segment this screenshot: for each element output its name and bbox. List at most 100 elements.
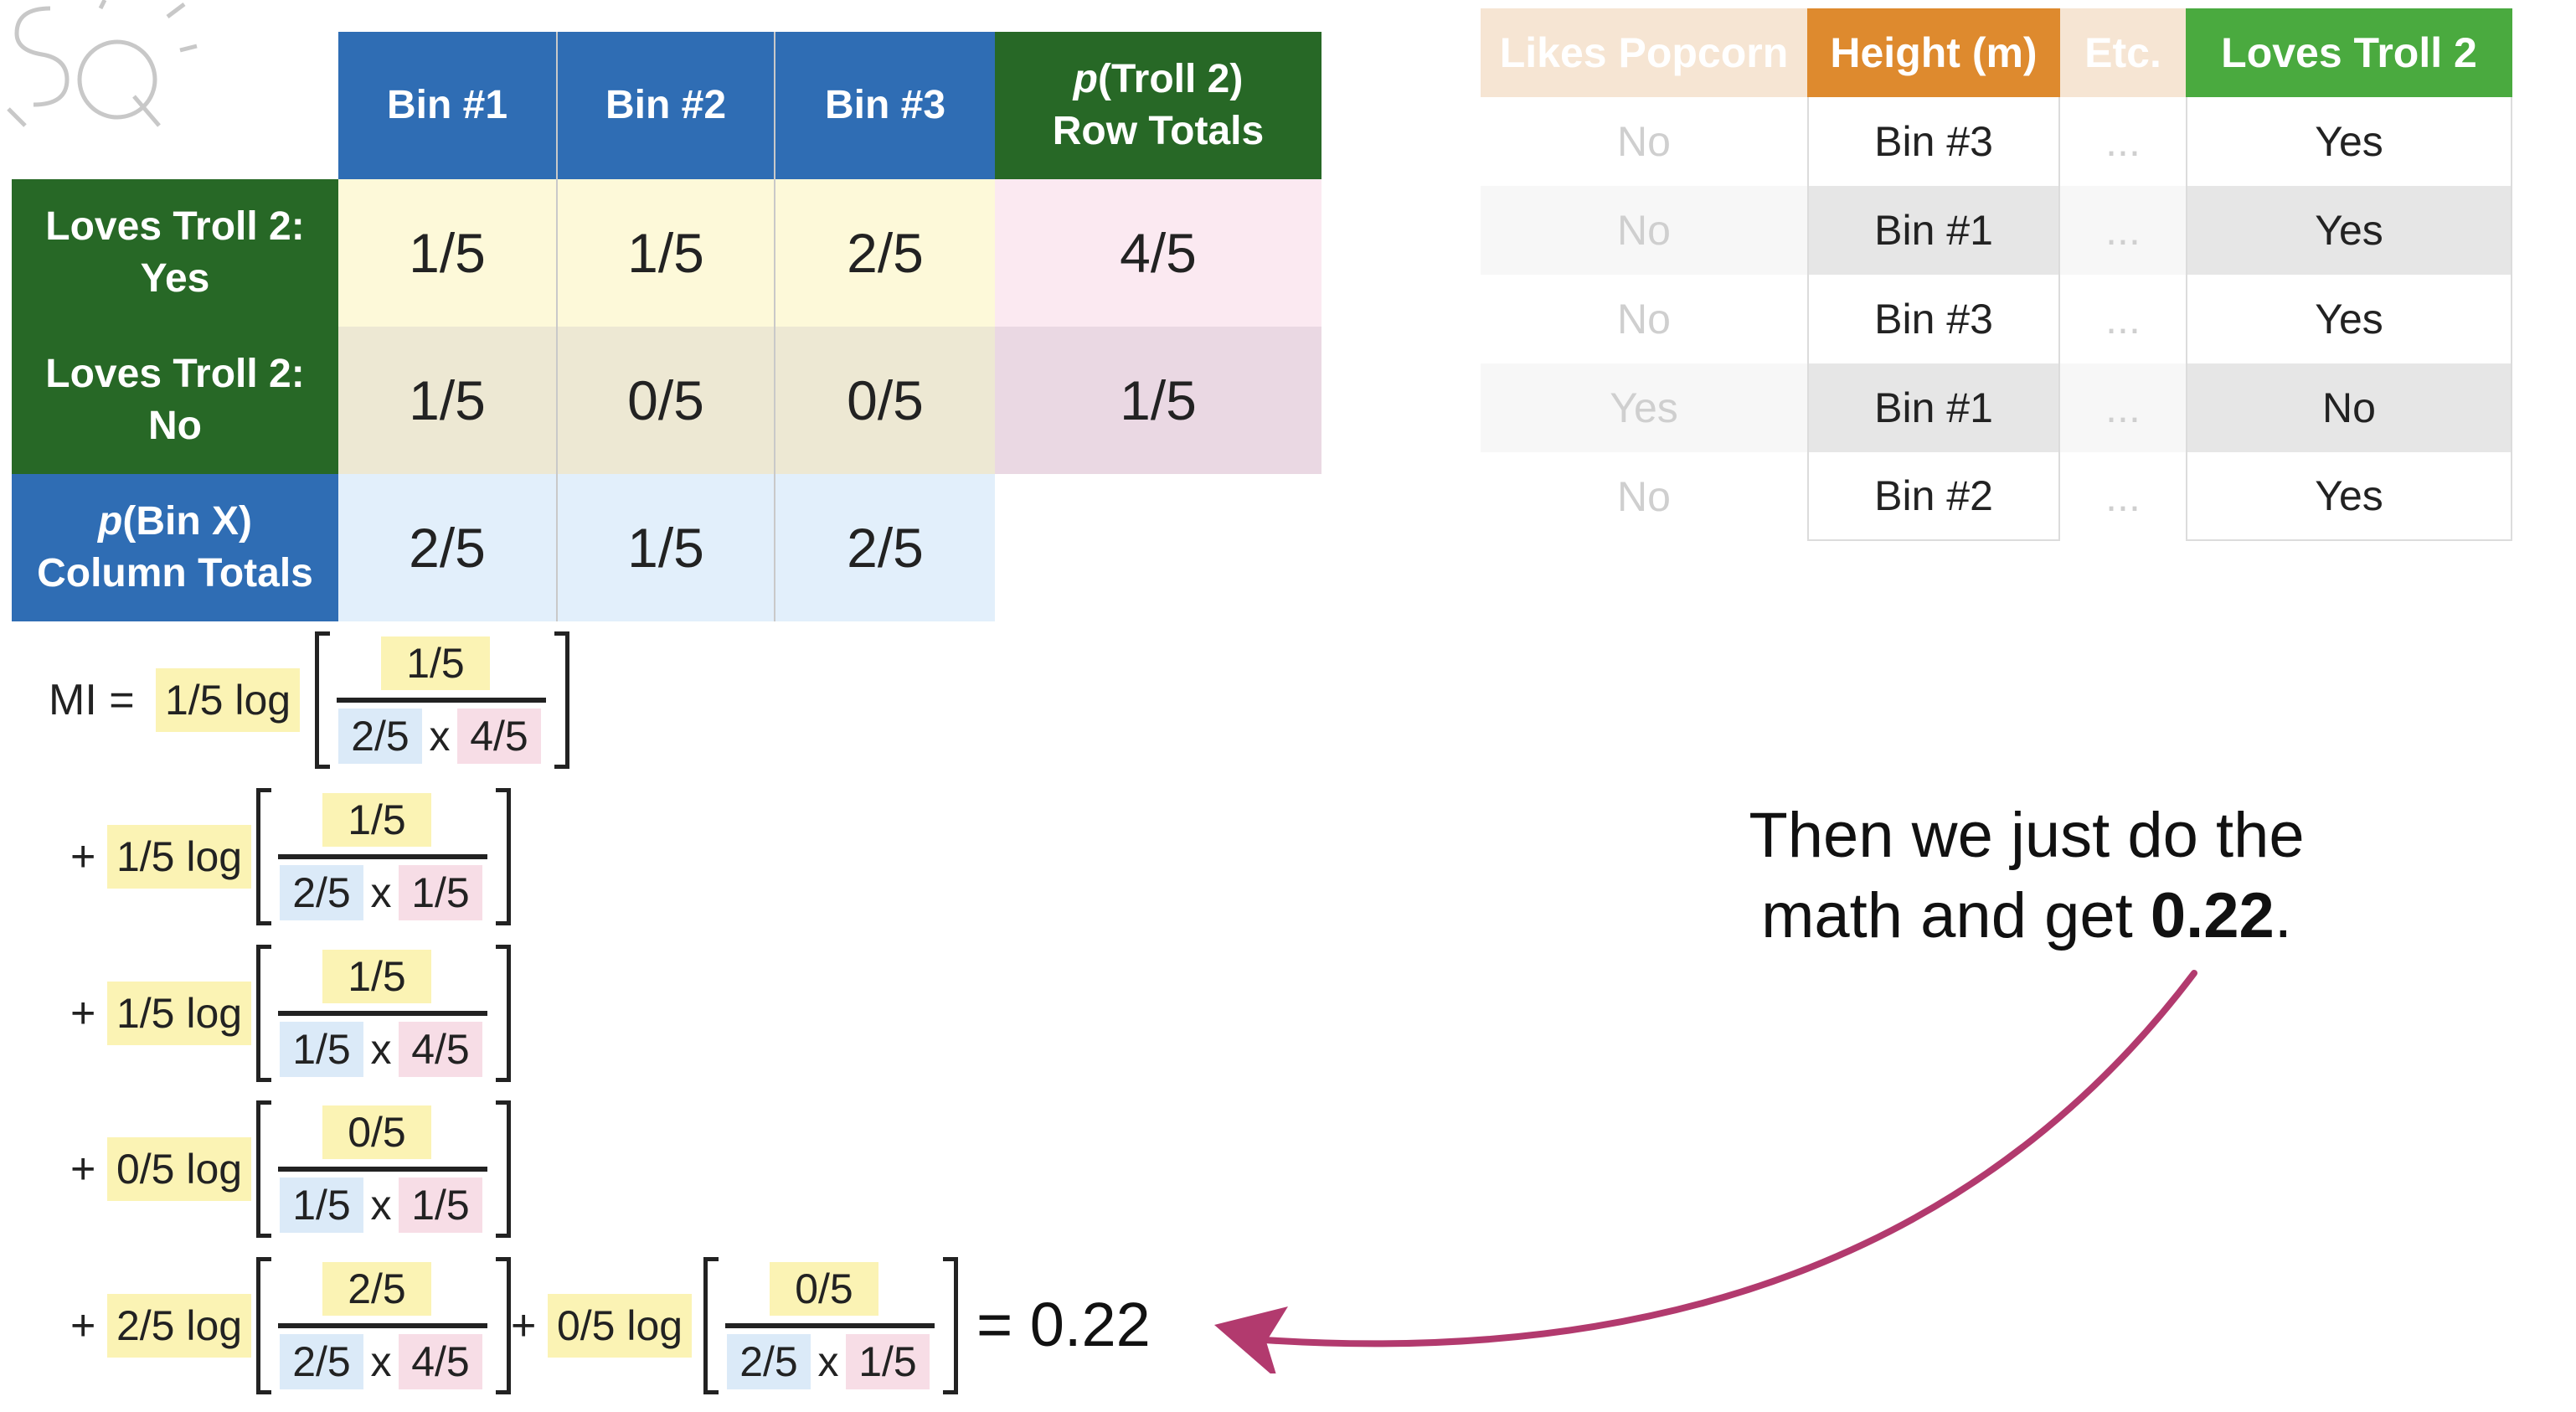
data-cell-etc: ...	[2060, 452, 2186, 541]
denominator-left: 2/5	[280, 1334, 363, 1389]
row-label-no: Loves Troll 2: No	[12, 327, 338, 474]
cell-no-bin-2: 0/5	[558, 327, 775, 474]
denominator-left: 1/5	[280, 1022, 363, 1077]
coefficient: 0/5 log	[107, 1137, 251, 1201]
data-header-likes-popcorn: Likes Popcorn	[1481, 8, 1807, 97]
coefficient: 2/5 log	[107, 1294, 251, 1358]
denominator-right: 4/5	[399, 1022, 482, 1077]
numerator: 1/5	[322, 950, 431, 1003]
data-cell-height: Bin #1	[1807, 186, 2060, 275]
data-cell-loves-troll-2: Yes	[2186, 97, 2512, 186]
right-bracket	[496, 788, 511, 925]
col-totals-label: p(Bin X) Column Totals	[12, 474, 338, 621]
coefficient: 1/5 log	[156, 668, 300, 732]
row-total-no: 1/5	[995, 327, 1321, 474]
row-totals-line1: (Troll 2)	[1097, 57, 1244, 101]
denominator-left: 2/5	[338, 709, 422, 764]
right-bracket	[496, 1257, 511, 1394]
left-bracket	[256, 788, 271, 925]
numerator: 0/5	[770, 1262, 878, 1316]
data-cell-etc: ...	[2060, 363, 2186, 452]
right-bracket	[496, 945, 511, 1082]
numerator: 1/5	[381, 636, 490, 690]
col-total-bin-2: 1/5	[558, 474, 775, 621]
row-label-no-line2: No	[148, 404, 202, 448]
data-cell-likes-popcorn: Yes	[1481, 363, 1807, 452]
row-label-yes: Loves Troll 2: Yes	[12, 179, 338, 327]
times-sign: x	[429, 713, 451, 760]
cell-no-bin-3: 0/5	[775, 327, 995, 474]
result-value: = 0.22	[976, 1290, 1151, 1359]
fraction-bar	[337, 698, 546, 703]
caption-text: math and get	[1761, 880, 2151, 951]
denominator-right: 4/5	[457, 709, 541, 764]
cell-yes-bin-1: 1/5	[338, 179, 558, 327]
col-total-bin-3: 2/5	[775, 474, 995, 621]
cell-yes-bin-2: 1/5	[558, 179, 775, 327]
data-header-etc: Etc.	[2060, 8, 2186, 97]
data-cell-etc: ...	[2060, 186, 2186, 275]
data-cell-likes-popcorn: No	[1481, 452, 1807, 541]
pointer-arrow-icon	[1214, 970, 2197, 1373]
col-header-bin-1: Bin #1	[338, 32, 558, 179]
caption: Then we just do the math and get 0.22.	[1641, 796, 2412, 956]
row-label-no-line1: Loves Troll 2:	[45, 352, 305, 396]
denominator-right: 4/5	[399, 1334, 482, 1389]
plus-sign: +	[70, 832, 96, 881]
row-label-yes-line2: Yes	[140, 256, 210, 301]
data-cell-etc: ...	[2060, 275, 2186, 363]
data-cell-loves-troll-2: Yes	[2186, 275, 2512, 363]
denominator-left: 1/5	[280, 1178, 363, 1233]
data-cell-loves-troll-2: Yes	[2186, 452, 2512, 541]
col-totals-line1: (Bin X)	[122, 499, 252, 544]
cell-no-bin-1: 1/5	[338, 327, 558, 474]
denominator-right: 1/5	[399, 865, 482, 920]
denominator-left: 2/5	[280, 865, 363, 920]
row-total-yes: 4/5	[995, 179, 1321, 327]
row-totals-header: p(Troll 2) Row Totals	[995, 32, 1321, 179]
col-totals-p: p	[98, 499, 123, 544]
data-cell-etc: ...	[2060, 97, 2186, 186]
denominator-right: 1/5	[846, 1334, 930, 1389]
data-cell-likes-popcorn: No	[1481, 186, 1807, 275]
fraction-bar	[278, 1323, 487, 1328]
row-totals-line2: Row Totals	[1052, 109, 1265, 153]
numerator: 2/5	[322, 1262, 431, 1316]
fraction-bar	[278, 1011, 487, 1016]
coefficient: 1/5 log	[107, 825, 251, 889]
data-header-loves-troll-2: Loves Troll 2	[2186, 8, 2512, 97]
fraction-bar	[725, 1323, 935, 1328]
caption-line-2: math and get 0.22.	[1641, 876, 2412, 956]
caption-period: .	[2274, 880, 2292, 951]
mi-label: MI =	[49, 676, 135, 724]
left-bracket	[256, 1100, 271, 1238]
cell-yes-bin-3: 2/5	[775, 179, 995, 327]
data-cell-loves-troll-2: Yes	[2186, 186, 2512, 275]
col-header-bin-2: Bin #2	[558, 32, 775, 179]
col-header-bin-3: Bin #3	[775, 32, 995, 179]
data-cell-height: Bin #1	[1807, 363, 2060, 452]
row-totals-p: p	[1073, 57, 1098, 101]
data-cell-likes-popcorn: No	[1481, 97, 1807, 186]
times-sign: x	[370, 1182, 392, 1229]
numerator: 1/5	[322, 793, 431, 847]
left-bracket	[256, 1257, 271, 1394]
plus-sign: +	[70, 1301, 96, 1350]
data-cell-height: Bin #2	[1807, 452, 2060, 541]
fraction-bar	[278, 854, 487, 859]
row-label-yes-line1: Loves Troll 2:	[45, 204, 305, 249]
right-bracket	[943, 1257, 958, 1394]
times-sign: x	[370, 1026, 392, 1073]
data-cell-likes-popcorn: No	[1481, 275, 1807, 363]
times-sign: x	[370, 869, 392, 916]
plus-sign: +	[70, 989, 96, 1038]
coefficient: 1/5 log	[107, 982, 251, 1045]
times-sign: x	[817, 1338, 839, 1385]
plus-sign: +	[511, 1301, 537, 1350]
fraction-bar	[278, 1167, 487, 1172]
left-bracket	[256, 945, 271, 1082]
caption-bold-value: 0.22	[2150, 880, 2275, 951]
right-bracket	[554, 631, 569, 769]
denominator-left: 2/5	[727, 1334, 811, 1389]
numerator: 0/5	[322, 1105, 431, 1159]
